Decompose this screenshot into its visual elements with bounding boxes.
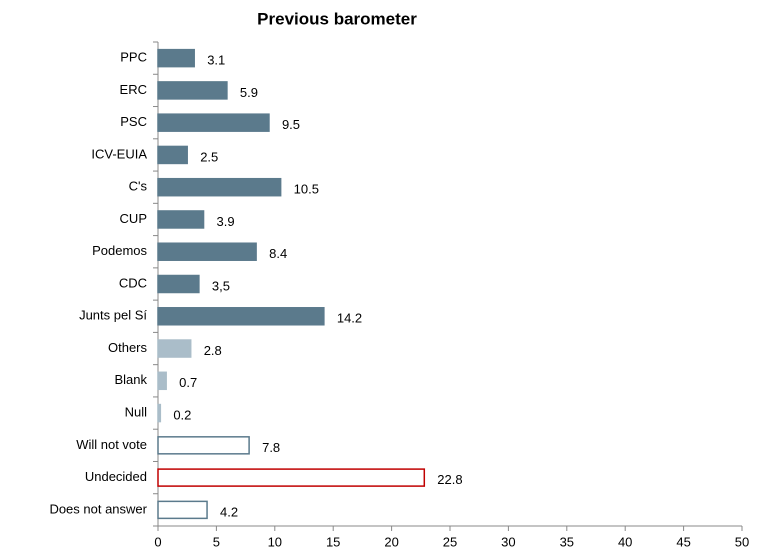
y-tick-label: Others — [108, 340, 148, 355]
value-label: 8.4 — [269, 246, 287, 261]
bar — [157, 145, 188, 165]
x-tick-label: 15 — [326, 534, 340, 549]
value-label: 0.7 — [179, 375, 197, 390]
value-label: 14.2 — [337, 311, 362, 326]
y-tick-label: C's — [129, 179, 148, 194]
bar — [157, 307, 325, 326]
value-label: 5.9 — [240, 85, 258, 100]
value-label: 3.1 — [207, 53, 225, 68]
y-tick-label: Blank — [114, 372, 147, 387]
x-tick-label: 40 — [618, 534, 632, 549]
bar — [157, 274, 200, 294]
value-label: 0.2 — [173, 408, 191, 423]
bar — [157, 242, 257, 261]
chart-title: Previous barometer — [257, 9, 417, 28]
bar — [157, 403, 162, 423]
value-label: 4.2 — [220, 504, 238, 519]
value-label: 10.5 — [294, 182, 319, 197]
y-tick-label: PPC — [120, 50, 147, 65]
value-label: 2.5 — [200, 149, 218, 164]
bar — [157, 468, 426, 487]
y-tick-label: Undecided — [85, 469, 147, 484]
value-label: 3,5 — [212, 278, 230, 293]
bar — [157, 210, 205, 229]
bar — [157, 177, 282, 197]
x-tick-label: 45 — [676, 534, 690, 549]
x-tick-label: 0 — [154, 534, 161, 549]
y-tick-label: PSC — [120, 114, 147, 129]
x-tick-label: 50 — [735, 534, 749, 549]
y-tick-label: Null — [125, 405, 148, 420]
bar — [157, 48, 195, 68]
bar — [157, 500, 208, 520]
x-tick-label: 35 — [560, 534, 574, 549]
bar — [157, 436, 250, 455]
value-label: 9.5 — [282, 117, 300, 132]
y-tick-label: Will not vote — [76, 437, 147, 452]
bar — [157, 113, 270, 132]
y-tick-label: ERC — [120, 82, 147, 97]
value-label: 2.8 — [204, 343, 222, 358]
bar — [157, 371, 167, 391]
value-label: 22.8 — [437, 472, 462, 487]
x-tick-label: 30 — [501, 534, 515, 549]
y-tick-label: CDC — [119, 275, 147, 290]
x-tick-label: 25 — [443, 534, 457, 549]
x-tick-label: 5 — [213, 534, 220, 549]
y-tick-label: Podemos — [92, 243, 147, 258]
value-label: 3.9 — [217, 214, 235, 229]
value-label: 7.8 — [262, 440, 280, 455]
bar — [157, 81, 228, 100]
x-tick-label: 20 — [384, 534, 398, 549]
y-tick-label: ICV-EUIA — [91, 146, 147, 161]
x-tick-label: 10 — [268, 534, 282, 549]
y-tick-label: Junts pel Sí — [79, 308, 147, 323]
y-tick-label: CUP — [120, 211, 147, 226]
bar — [157, 339, 192, 358]
y-tick-label: Does not answer — [49, 501, 147, 516]
